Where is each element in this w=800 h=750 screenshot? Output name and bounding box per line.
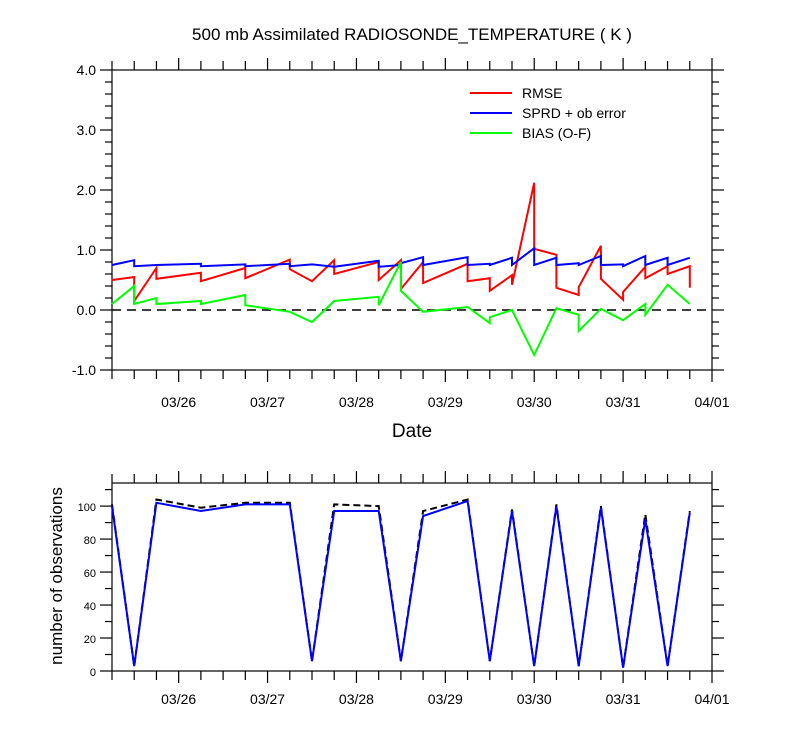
x-tick-label: 03/26	[161, 394, 196, 410]
x-tick-label: 03/30	[517, 394, 552, 410]
series-line-bias-o-f	[111, 261, 691, 358]
x-axis-label: Date	[392, 421, 432, 442]
x-tick-label: 03/29	[428, 691, 463, 707]
plot-frame	[111, 69, 713, 371]
x-tick-label: 03/31	[606, 691, 641, 707]
x-tick-label: 03/29	[428, 394, 463, 410]
y-axis-label-observations: number of observations	[47, 487, 66, 665]
y-tick-label: 0.0	[77, 302, 97, 318]
x-tick-label: 03/27	[250, 394, 285, 410]
y-tick-label: 80	[84, 535, 96, 547]
x-tick-label: 03/30	[517, 691, 552, 707]
x-tick-label: 04/01	[694, 691, 729, 707]
x-tick-label: 03/26	[161, 691, 196, 707]
x-tick-label: 03/27	[250, 691, 285, 707]
y-tick-label: 0	[90, 667, 96, 679]
y-tick-label: 100	[78, 502, 96, 514]
series-line-observations-used	[111, 499, 691, 668]
legend-label: SPRD + ob error	[522, 105, 626, 121]
y-tick-label: 2.0	[77, 182, 97, 198]
observations-panel: 03/26 03/27 03/28 03/29 03/30 03/31 04/01 0 20 40…	[78, 471, 730, 707]
legend-label: BIAS (O-F)	[522, 125, 591, 141]
series-line-sprd-ob-error	[111, 246, 691, 268]
y-tick-label: 3.0	[77, 122, 97, 138]
y-tick-label: 60	[84, 568, 96, 580]
x-tick-label: 04/01	[694, 394, 729, 410]
temperature-panel: 03/26 03/27 03/28 03/29 03/30 03/31 04/01 -1.0 0…	[72, 58, 730, 410]
y-tick-label: 20	[84, 634, 96, 646]
x-tick-label: 03/31	[606, 394, 641, 410]
legend: RMSE SPRD + ob error BIAS (O-F)	[470, 85, 626, 141]
y-tick-label: -1.0	[72, 362, 96, 378]
y-tick-label: 4.0	[77, 62, 97, 78]
chart-title: 500 mb Assimilated RADIOSONDE_TEMPERATUR…	[192, 25, 632, 44]
plot-frame	[111, 482, 713, 672]
y-tick-label: 40	[84, 601, 96, 613]
y-tick-label: 1.0	[77, 242, 97, 258]
legend-label: RMSE	[522, 85, 562, 101]
x-tick-label: 03/28	[339, 394, 374, 410]
series-line-rmse	[111, 182, 691, 305]
x-tick-label: 03/28	[339, 691, 374, 707]
